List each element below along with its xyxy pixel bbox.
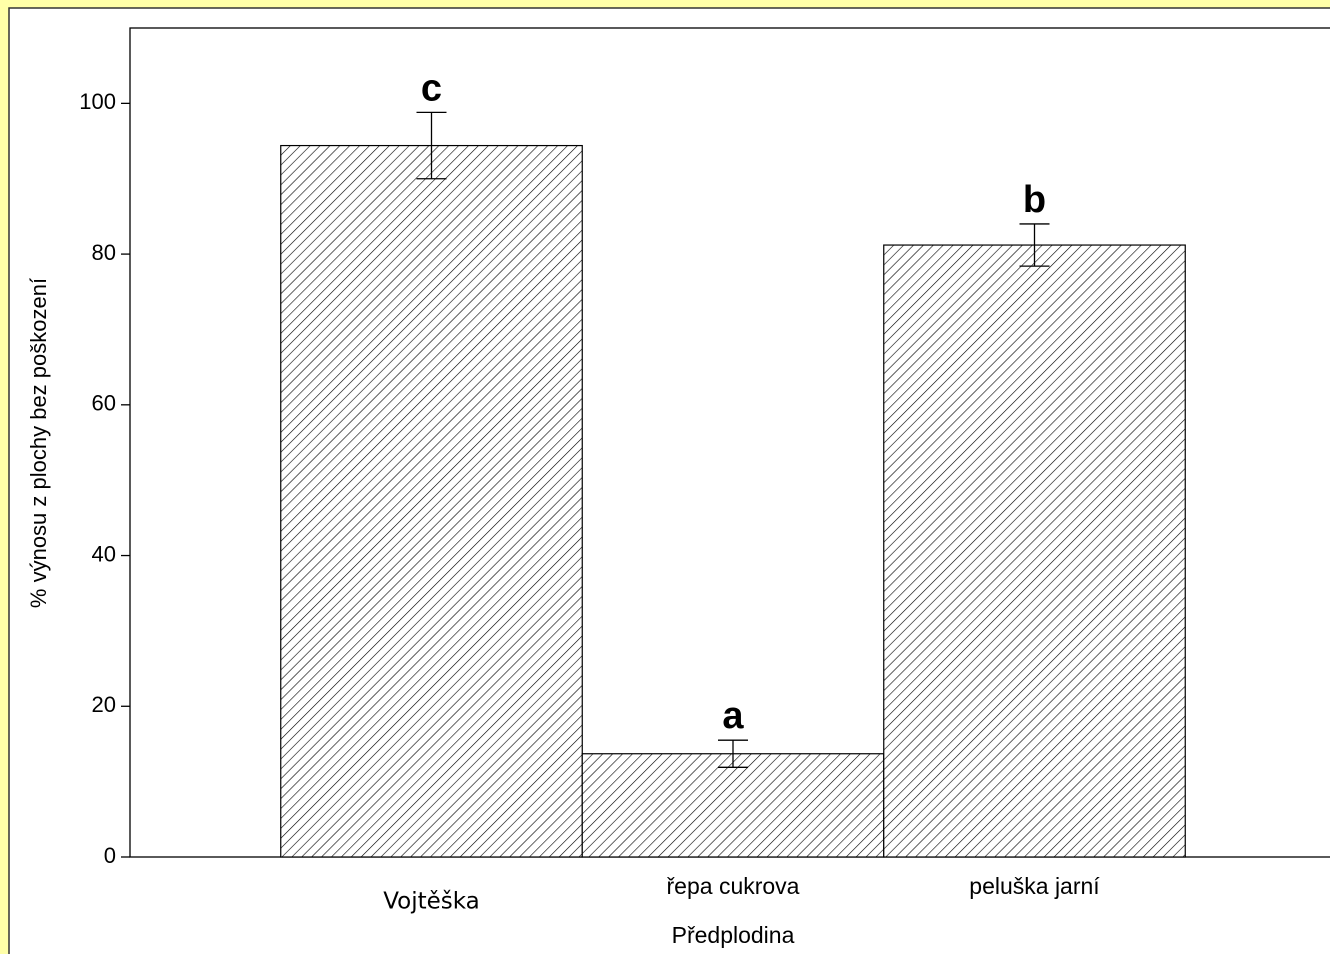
y-tick-label: 100 [79, 89, 116, 114]
y-tick-label: 0 [104, 843, 116, 868]
bar [883, 244, 1186, 858]
bar [280, 144, 583, 858]
x-axis-label: Předplodina [672, 922, 795, 948]
annotation: c [421, 67, 442, 109]
x-tick-label: peluška jarní [969, 873, 1100, 899]
y-tick-label: 20 [92, 692, 116, 717]
y-axis-label: % výnosu z plochy bez poškození [26, 278, 51, 608]
annotation: a [722, 695, 744, 737]
y-tick-label: 40 [92, 541, 116, 566]
x-tick-label: Vojtěška [383, 889, 480, 915]
y-tick-label: 80 [92, 240, 116, 265]
bar [581, 753, 885, 858]
y-tick-label: 60 [92, 391, 116, 416]
x-tick-label: řepa cukrova [667, 873, 800, 899]
annotation: b [1023, 179, 1046, 221]
